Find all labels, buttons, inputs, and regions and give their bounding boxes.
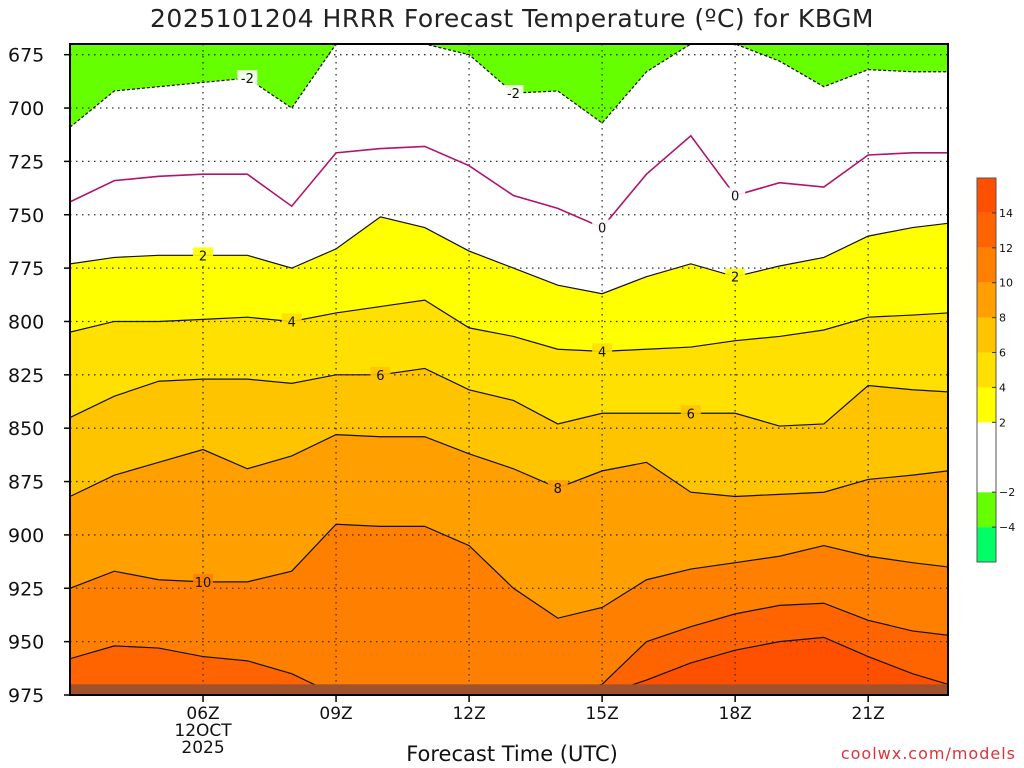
contour-label: 4: [288, 315, 296, 330]
colorbar-tick-label: 12: [999, 242, 1013, 255]
colorbar-swatch: [977, 352, 996, 388]
colorbar-swatch: [977, 527, 996, 562]
y-tick-label: 875: [8, 472, 44, 494]
isotherm-line: [70, 523, 948, 619]
colorbar-tick-label: −2: [999, 486, 1015, 499]
isotherm-line: [70, 367, 948, 427]
isotherm-line: [70, 134, 948, 229]
contour-label: 2: [731, 271, 739, 286]
band-fill: [70, 637, 948, 695]
isotherm-line: [70, 636, 948, 695]
y-tick-label: 750: [8, 205, 44, 227]
contour-label-bg: [193, 247, 214, 263]
colorbar-swatch: [977, 178, 996, 213]
isotherm-line: [70, 216, 948, 295]
contour-label-bg: [370, 366, 391, 382]
contour-label-bg: [547, 479, 568, 495]
x-tick-sublabel: 12OCT: [174, 721, 232, 741]
x-tick-label: 06Z: [186, 704, 219, 724]
contour-label-bg: [592, 219, 613, 235]
x-tick-sublabel: 2025: [181, 738, 224, 758]
y-tick-label: 725: [8, 151, 44, 173]
contour-label: 0: [598, 222, 606, 237]
colorbar-tick-label: 6: [999, 347, 1006, 360]
contour-label-bg: [237, 70, 258, 86]
colorbar-swatch: [977, 387, 996, 423]
contour-label: 0: [731, 190, 739, 205]
colorbar-tick-label: 2: [999, 416, 1006, 429]
colorbar-tick-label: 10: [999, 277, 1013, 290]
y-tick-label: 925: [8, 578, 44, 600]
contour-label-bg: [193, 573, 214, 589]
colorbar-frame: [976, 177, 997, 563]
contour-label: 8: [554, 482, 562, 497]
y-tick-label: 775: [8, 258, 44, 280]
colorbar-tick-label: 4: [999, 381, 1006, 394]
colorbar-swatch: [977, 317, 996, 353]
colorbar-swatch: [977, 282, 996, 318]
colorbar-swatch: [977, 212, 996, 248]
isotherm-line: [70, 433, 948, 498]
plot-frame: [69, 43, 949, 696]
colorbar-tick-label: 14: [999, 207, 1013, 220]
contour-label: 6: [376, 369, 384, 384]
contour-label: 4: [598, 345, 606, 360]
ground-surface: [70, 684, 948, 695]
colorbar-tick-label: 8: [999, 312, 1006, 325]
y-tick-label: 700: [8, 98, 44, 120]
y-tick-label: 950: [8, 632, 44, 654]
colorbar-swatch: [977, 422, 996, 493]
isotherm-line: [70, 602, 948, 695]
y-tick-label: 850: [8, 418, 44, 440]
y-tick-label: 800: [8, 311, 44, 333]
y-tick-label: 900: [8, 525, 44, 547]
contour-label: 2: [199, 249, 207, 264]
colorbar-swatch: [977, 492, 996, 528]
contour-label-bg: [281, 313, 302, 329]
contour-label-bg: [503, 85, 524, 101]
x-tick-label: 12Z: [452, 704, 485, 724]
plot-area: -2 -2 0 0 2 2 4 4 6 6 8 10: [70, 44, 948, 695]
contour-label-bg: [592, 343, 613, 359]
y-tick-label: 675: [8, 45, 44, 67]
contour-label: 10: [195, 576, 212, 591]
colorbar-tick-label: −4: [999, 521, 1015, 534]
contour-label-bg: [680, 405, 701, 421]
colorbar: −4 −2 2 4 6 8 10 12 14: [976, 177, 1015, 563]
x-tick-label: 18Z: [719, 704, 752, 724]
x-tick-label: 09Z: [319, 704, 352, 724]
contour-label: 6: [687, 407, 695, 422]
contour-label-bg: [725, 187, 746, 203]
contour-label-bg: [725, 268, 746, 284]
x-tick-label: 21Z: [852, 704, 885, 724]
credit-text: coolwx.com/models: [840, 744, 1016, 763]
y-tick-label: 975: [8, 685, 44, 707]
colorbar-swatch: [977, 247, 996, 283]
x-tick-label: 15Z: [585, 704, 618, 724]
x-axis-label: Forecast Time (UTC): [406, 742, 618, 766]
y-tick-label: 825: [8, 365, 44, 387]
isotherm-line: [70, 299, 948, 352]
chart-title: 2025101204 HRRR Forecast Temperature (ºC…: [150, 4, 874, 33]
contour-label: -2: [507, 87, 520, 102]
contour-label: -2: [241, 72, 254, 87]
